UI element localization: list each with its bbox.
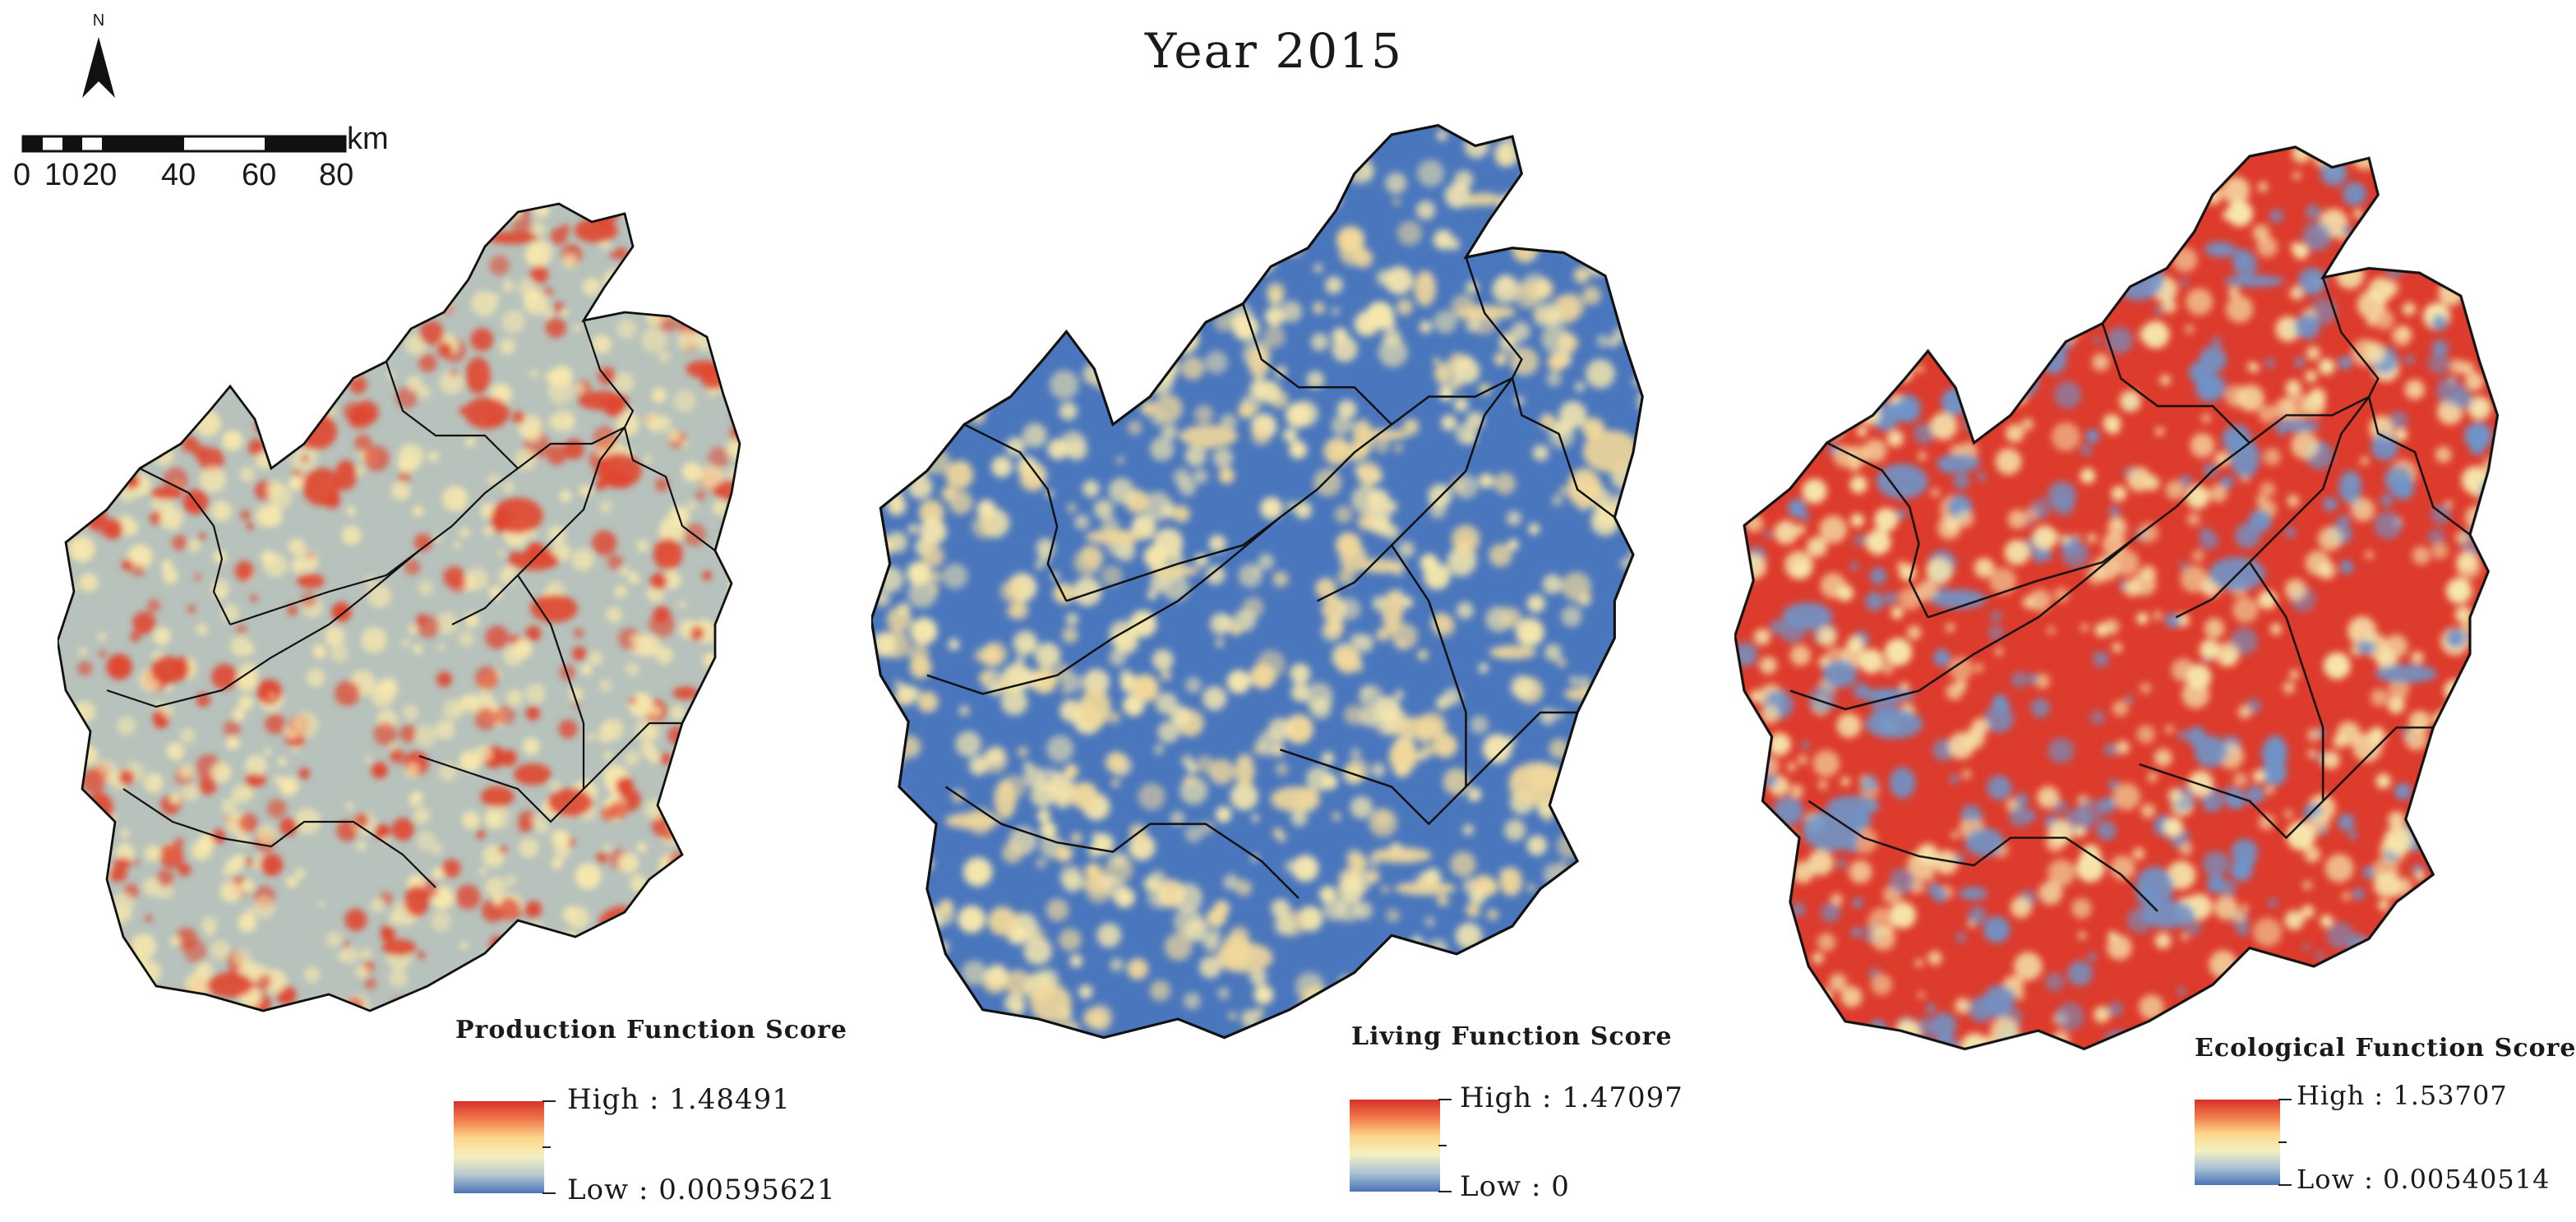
living-score-map <box>871 123 1644 1040</box>
legend-low-value: 0.00540514 <box>2383 1164 2551 1195</box>
ecological-legend: High : 1.53707 Low : 0.00540514 <box>2195 1080 2573 1206</box>
production-score-map <box>58 202 741 1012</box>
scale-unit: km <box>347 122 389 156</box>
raster-surface <box>871 125 1643 1038</box>
scale-tick-label: 10 <box>44 158 80 192</box>
living-legend: High : 1.47097 Low : 0 <box>1350 1081 1744 1206</box>
legend-high-value: 1.47097 <box>1562 1081 1683 1114</box>
map-title: Year 2015 <box>1145 23 1403 79</box>
legend-high-label: High <box>567 1083 640 1116</box>
scale-tick-label: 60 <box>242 158 277 192</box>
north-arrow: N <box>76 12 122 102</box>
raster-surface <box>1734 146 2498 1049</box>
scale-tick-label: 20 <box>82 158 118 192</box>
region-outline <box>58 202 741 1012</box>
legend-low-label: Low <box>567 1174 630 1206</box>
legend-low-row: Low : 0 <box>1460 1170 1570 1203</box>
scale-tick-label: 40 <box>161 158 196 192</box>
legend-low-row: Low : 0.00540514 <box>2297 1164 2551 1195</box>
north-label: N <box>92 12 105 30</box>
legend-high-label: High <box>2297 1080 2366 1111</box>
ecological-panel-title: Ecological Function Score <box>2195 1034 2576 1063</box>
legend-ticks <box>542 1100 556 1194</box>
scale-tick-label: 80 <box>319 158 354 192</box>
legend-high-row: High : 1.47097 <box>1460 1081 1683 1114</box>
district-boundaries <box>926 256 1616 899</box>
raster-surface <box>58 204 740 1011</box>
legend-low-value: 0 <box>1551 1170 1570 1203</box>
north-arrow-icon <box>82 37 115 98</box>
legend-low-label: Low <box>2297 1164 2355 1195</box>
legend-color-ramp <box>2195 1100 2280 1185</box>
production-panel-title: Production Function Score <box>455 1016 847 1044</box>
legend-ticks <box>1438 1099 1452 1192</box>
legend-high-value: 1.53707 <box>2393 1080 2508 1111</box>
legend-low-row: Low : 0.00595621 <box>567 1174 836 1206</box>
legend-color-ramp <box>1350 1100 1440 1192</box>
legend-low-label: Low <box>1460 1170 1522 1203</box>
legend-ticks <box>2278 1099 2292 1186</box>
legend-high-row: High : 1.48491 <box>567 1083 791 1116</box>
district-boundaries <box>106 320 716 888</box>
legend-high-value: 1.48491 <box>669 1083 791 1116</box>
district-boundaries <box>1789 277 2471 912</box>
legend-high-row: High : 1.53707 <box>2297 1080 2508 1111</box>
living-panel-title: Living Function Score <box>1351 1022 1673 1051</box>
legend-high-label: High <box>1460 1081 1533 1114</box>
production-legend: High : 1.48491 Low : 0.00595621 <box>454 1083 881 1208</box>
scale-tick-label: 0 <box>13 158 31 192</box>
legend-low-value: 0.00595621 <box>658 1174 836 1206</box>
ecological-score-map <box>1734 145 2500 1051</box>
scale-bar: km 0 10 20 40 60 80 <box>13 122 411 197</box>
scale-bar-graphic <box>21 135 347 153</box>
region-outline <box>871 123 1644 1040</box>
region-outline <box>1734 145 2500 1051</box>
legend-color-ramp <box>454 1101 544 1193</box>
